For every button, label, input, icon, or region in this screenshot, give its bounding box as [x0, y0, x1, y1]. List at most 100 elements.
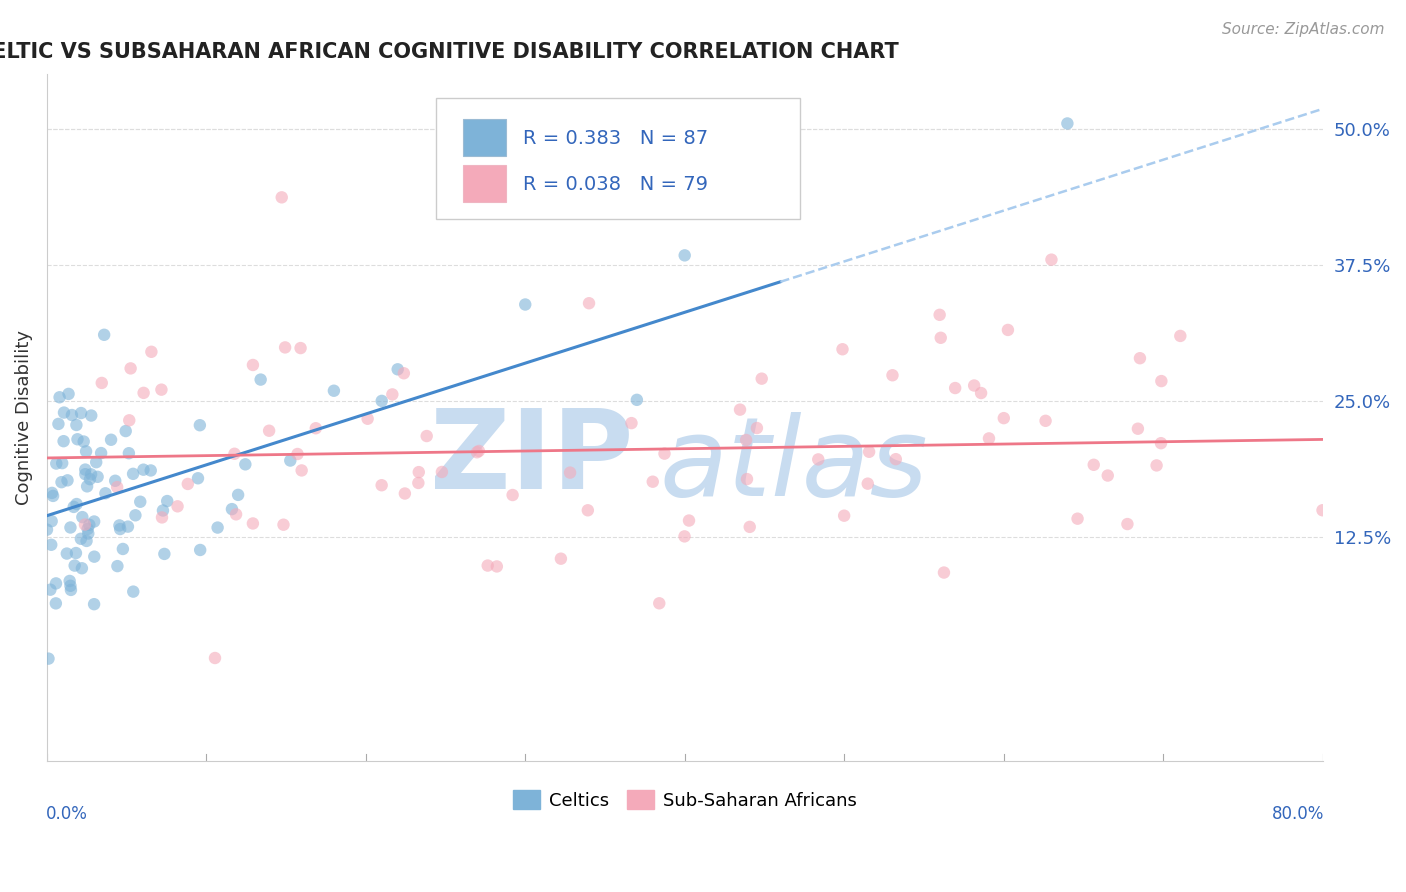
Point — [76, 522, 98, 536]
Y-axis label: Cognitive Disability: Cognitive Disability — [15, 330, 32, 505]
Point — [152, 503, 174, 517]
Point — [943, 381, 966, 395]
Point — [858, 444, 880, 458]
Point — [831, 343, 853, 357]
Point — [118, 446, 141, 460]
Point — [932, 566, 955, 580]
Point — [108, 518, 131, 533]
Point — [576, 503, 599, 517]
Point — [287, 447, 309, 461]
Point — [76, 479, 98, 493]
Point — [290, 341, 312, 355]
Point — [48, 390, 70, 404]
Point — [387, 362, 409, 376]
Point — [242, 358, 264, 372]
Point — [53, 406, 76, 420]
Point — [856, 476, 879, 491]
Point — [177, 477, 200, 491]
Point — [242, 516, 264, 531]
Point — [48, 417, 70, 431]
Point — [45, 596, 67, 610]
Point — [225, 508, 247, 522]
Text: R = 0.038   N = 79: R = 0.038 N = 79 — [523, 175, 707, 194]
Point — [122, 467, 145, 481]
Point — [118, 413, 141, 427]
Point — [641, 475, 664, 489]
Point — [83, 597, 105, 611]
Point — [807, 452, 830, 467]
Point — [270, 190, 292, 204]
Point — [224, 447, 246, 461]
Point — [735, 472, 758, 486]
Point — [42, 489, 65, 503]
Point — [124, 508, 146, 523]
Point — [963, 378, 986, 392]
Point — [929, 331, 952, 345]
Point — [75, 444, 97, 458]
Point — [745, 421, 768, 435]
Point — [515, 297, 537, 311]
Point — [673, 529, 696, 543]
Point — [90, 446, 112, 460]
Point — [65, 546, 87, 560]
FancyBboxPatch shape — [463, 165, 506, 202]
Point — [156, 494, 179, 508]
Point — [59, 582, 82, 597]
Point — [221, 502, 243, 516]
Point — [90, 376, 112, 390]
Point — [257, 424, 280, 438]
Point — [76, 533, 98, 548]
Point — [94, 486, 117, 500]
Point — [108, 522, 131, 536]
Point — [1097, 468, 1119, 483]
Text: 80.0%: 80.0% — [1271, 805, 1324, 823]
Point — [52, 434, 75, 449]
Point — [502, 488, 524, 502]
Point — [150, 383, 173, 397]
Point — [107, 559, 129, 574]
Text: R = 0.383   N = 87: R = 0.383 N = 87 — [523, 128, 707, 148]
Point — [477, 558, 499, 573]
Point — [62, 500, 84, 514]
Point — [60, 408, 83, 422]
Point — [188, 543, 211, 558]
Text: Source: ZipAtlas.com: Source: ZipAtlas.com — [1222, 22, 1385, 37]
Point — [738, 520, 761, 534]
Point — [578, 296, 600, 310]
Point — [75, 462, 97, 476]
Point — [735, 433, 758, 447]
Point — [832, 508, 855, 523]
Point — [120, 361, 142, 376]
Point — [100, 433, 122, 447]
Point — [485, 559, 508, 574]
Point — [153, 547, 176, 561]
Point — [56, 473, 79, 487]
Point — [84, 455, 107, 469]
Point — [63, 558, 86, 573]
Point — [928, 308, 950, 322]
Point — [86, 470, 108, 484]
Point — [39, 582, 62, 597]
Point — [620, 416, 643, 430]
Point — [278, 453, 301, 467]
Point — [1116, 517, 1139, 532]
Point — [73, 517, 96, 532]
Point — [274, 340, 297, 354]
Legend: Celtics, Sub-Saharan Africans: Celtics, Sub-Saharan Africans — [505, 783, 865, 817]
Point — [117, 519, 139, 533]
Point — [207, 520, 229, 534]
Point — [70, 406, 93, 420]
Point — [80, 467, 103, 482]
Point — [626, 392, 648, 407]
Point — [249, 373, 271, 387]
Point — [751, 372, 773, 386]
Point — [273, 517, 295, 532]
Point — [35, 523, 58, 537]
Point — [465, 445, 488, 459]
Point — [56, 547, 79, 561]
Point — [728, 402, 751, 417]
Point — [1168, 329, 1191, 343]
Text: atlas: atlas — [659, 412, 928, 519]
Point — [114, 424, 136, 438]
Point — [132, 385, 155, 400]
